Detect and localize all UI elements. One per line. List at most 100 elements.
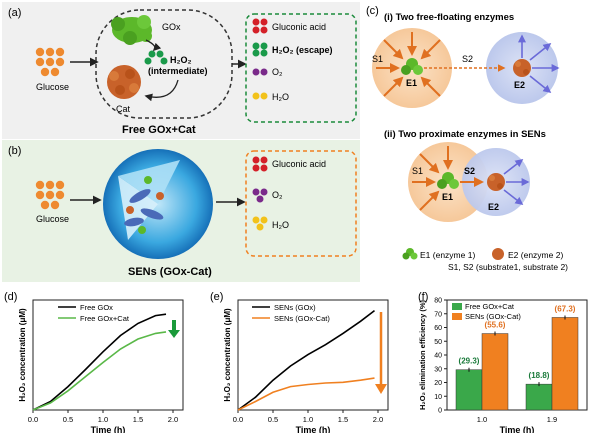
y-tick-label: 50 <box>434 339 442 346</box>
gox-label: GOx <box>162 22 181 32</box>
decrease-arrow-head <box>375 384 387 394</box>
bar-1-1 <box>551 317 579 411</box>
x-tick-label: 0.5 <box>63 415 73 424</box>
panel-c-label: (c) <box>366 5 379 17</box>
series-line-0 <box>237 309 375 411</box>
caption-b: SENs (GOx-Cat) <box>128 266 212 278</box>
panel-a-label: (a) <box>8 7 21 19</box>
y-tick-label: 20 <box>434 380 442 387</box>
x-tick-label: 0.0 <box>28 415 38 424</box>
chart-1: (e) 0.0 0.5 1.0 1.5 2.0 Time (h) H₂O₂ concentra… <box>210 291 389 435</box>
data-label-1-1: (67.3) <box>555 304 576 313</box>
x-tick-label: 2.0 <box>168 415 178 424</box>
product-a-1: H₂O₂ (escape) <box>272 45 333 55</box>
plot-frame <box>237 299 389 411</box>
y-tick-label: 70 <box>434 311 442 318</box>
chart-panel-label: (d) <box>4 291 17 303</box>
chart-panel-label: (e) <box>210 291 223 303</box>
product-b-1: O₂ <box>272 190 283 200</box>
chart-panel-label: (f) <box>418 291 428 303</box>
glucose-icon <box>35 47 65 77</box>
product-b-2: H₂O <box>272 220 289 230</box>
y-tick-label: 40 <box>434 353 442 360</box>
gox-enzyme-icon <box>111 15 152 45</box>
caption-a: Free GOx+Cat <box>122 124 196 136</box>
panel-b-label: (b) <box>8 145 21 157</box>
legend-label-0: Free GOx <box>80 303 113 312</box>
legend-e1-icon <box>402 248 418 260</box>
s1-label-i: S1 <box>372 54 383 64</box>
x-tick-label: 1.0 <box>477 415 487 424</box>
y-axis-label: H₂O₂ elimination efficiency (%) <box>418 299 427 410</box>
legend-e2-icon <box>492 248 504 260</box>
x-axis-label: Time (h) <box>296 425 331 433</box>
intermediate-label: (intermediate) <box>148 66 208 76</box>
data-label-0-0: (29.3) <box>459 357 480 366</box>
glucose-label-a: Glucose <box>36 82 69 92</box>
panel-c-title-i: (i) Two free-floating enzymes <box>384 12 514 23</box>
legend-label-0: SENs (GOx) <box>274 303 316 312</box>
bar-0-0 <box>455 369 483 411</box>
x-tick-label: 0.0 <box>233 415 243 424</box>
sen-nanoparticle-icon <box>103 149 213 259</box>
gluconic-acid-icon-b <box>252 156 268 172</box>
series-line-1 <box>237 377 375 411</box>
legend-label-0: Free GOx+Cat <box>465 302 515 311</box>
s1-label-ii: S1 <box>412 166 423 176</box>
panel-c-title-ii: (ii) Two proximate enzymes in SENs <box>384 129 546 140</box>
x-tick-label: 1.5 <box>338 415 348 424</box>
charts-area: (d) 0.0 0.5 1.0 1.5 2.0 Time (h) H₂O₂ concentra… <box>4 291 588 435</box>
data-label-0-1: (18.8) <box>529 371 550 380</box>
legend-substrates: S1, S2 (substrate1, substrate 2) <box>448 262 568 272</box>
legend-e1: E1 (enzyme 1) <box>420 250 475 260</box>
x-axis-label: Time (h) <box>500 425 535 433</box>
y-axis-label: H₂O₂ concentration (μM) <box>223 308 232 402</box>
y-tick-label: 80 <box>434 298 442 305</box>
product-a-2: O₂ <box>272 67 283 77</box>
product-a-0: Gluconic acid <box>272 22 326 32</box>
x-tick-label: 1.5 <box>133 415 143 424</box>
panel-c: (c) (i) Two free-floating enzymes S1 S2 <box>366 5 568 272</box>
legend-label-1: SENs (GOx-Cat) <box>465 312 521 321</box>
o2-molecule-icon <box>252 68 268 76</box>
h2o2-label: H₂O₂ <box>170 55 192 65</box>
enzyme-e2-icon-ii <box>487 173 505 191</box>
s2-label-ii: S2 <box>464 166 475 176</box>
e2-label-i: E2 <box>514 80 525 90</box>
x-tick-label: 1.0 <box>303 415 313 424</box>
cat-enzyme-icon <box>107 65 141 99</box>
e1-label-ii: E1 <box>442 192 453 202</box>
legend-e2: E2 (enzyme 2) <box>508 250 563 260</box>
series-line-0 <box>32 313 167 411</box>
h2o-molecule-icon <box>252 92 268 100</box>
legend-label-1: SENs (GOx-Cat) <box>274 314 330 323</box>
x-axis-label: Time (h) <box>91 425 126 433</box>
e2-label-ii: E2 <box>488 202 499 212</box>
product-b-0: Gluconic acid <box>272 159 326 169</box>
product-a-3: H₂O <box>272 92 289 102</box>
y-tick-label: 30 <box>434 366 442 373</box>
chart-0: (d) 0.0 0.5 1.0 1.5 2.0 Time (h) H₂O₂ concentra… <box>4 291 184 435</box>
h2o2-escape-icon <box>252 42 268 57</box>
h2o-molecule-icon-b <box>252 216 268 231</box>
chart-2: (f) 0 10 20 30 40 50 60 70 80 Time (h) H₂O₂ elimina… <box>418 291 588 435</box>
o2-molecule-icon-b <box>252 188 268 203</box>
enzyme-e2-icon-i <box>513 59 531 77</box>
enzyme-e1-icon-i <box>401 58 423 75</box>
plot-frame <box>32 299 184 411</box>
x-tick-label: 1.9 <box>547 415 557 424</box>
y-axis-label: H₂O₂ concentration (μM) <box>18 308 27 402</box>
y-tick-label: 60 <box>434 325 442 332</box>
cat-label: Cat <box>116 104 131 114</box>
bar-0-1 <box>525 383 553 411</box>
x-tick-label: 0.5 <box>268 415 278 424</box>
legend-swatch-0 <box>452 303 462 310</box>
legend-label-1: Free GOx+Cat <box>80 314 130 323</box>
enzyme-e1-icon-ii <box>437 172 459 189</box>
y-tick-label: 10 <box>434 394 442 401</box>
legend-swatch-1 <box>452 313 462 320</box>
data-label-1-0: (55.6) <box>485 321 506 330</box>
x-tick-label: 1.0 <box>98 415 108 424</box>
panel-a: (a) Glucose GOx H₂O₂ (intermediate) <box>2 2 360 139</box>
